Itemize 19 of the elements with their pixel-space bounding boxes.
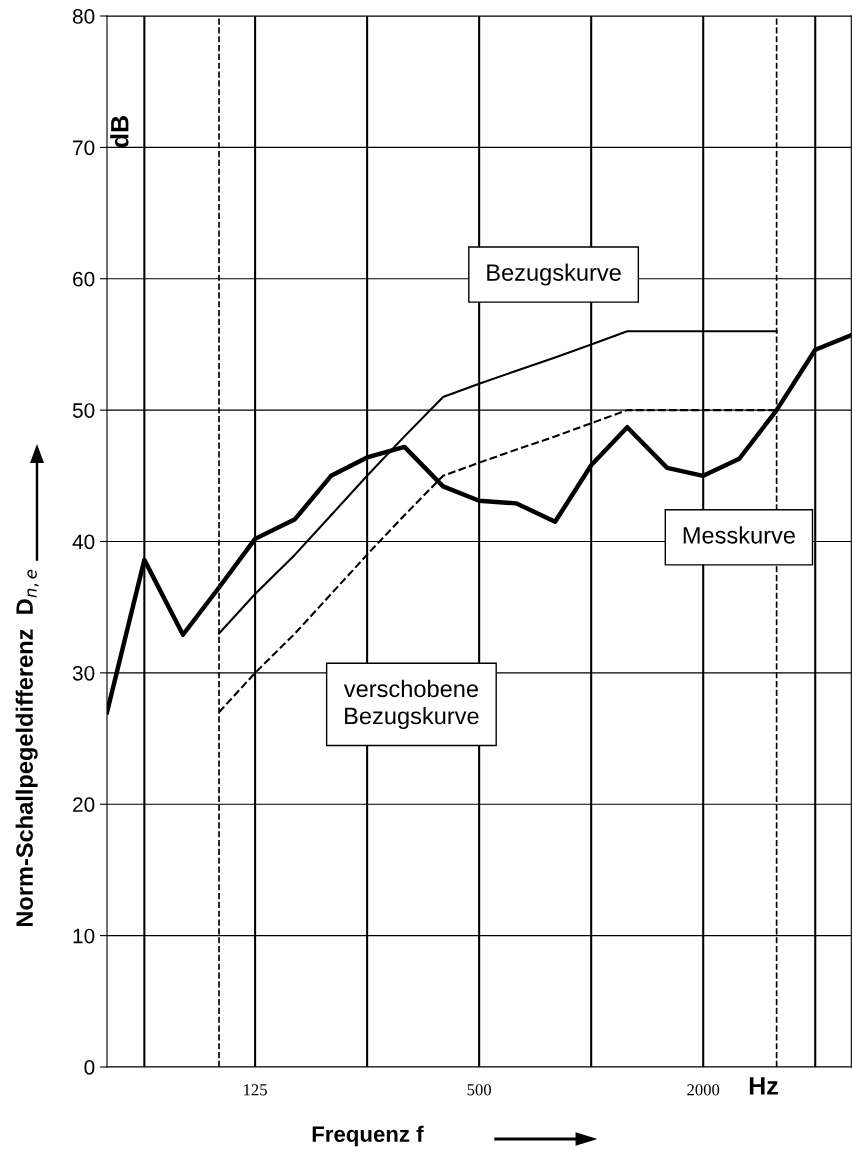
y-tick-label: 0: [84, 1060, 95, 1075]
x-tick-label: 500: [467, 1084, 492, 1096]
text: Messkurve: [683, 526, 795, 544]
y-tick-label: 30: [72, 665, 95, 681]
annotation: dB: [110, 116, 129, 148]
y-tick-label: 50: [72, 403, 95, 418]
series-label: Bezugskurve: [487, 263, 621, 286]
text: Hz: [749, 1077, 778, 1095]
y-tick-label: 80: [72, 9, 95, 24]
x-tick-label: 125: [244, 1084, 267, 1096]
x-axis-title: Frequenz f: [312, 1125, 424, 1147]
y-axis-title: Norm-Schallpegeldifferenz D$_{n,e}$: [15, 569, 39, 927]
y-tick-label: 40: [72, 534, 95, 550]
x-tick-label: 2000: [687, 1084, 720, 1096]
text: verschobene Bezugskurve: [343, 679, 479, 729]
y-tick-label: 70: [73, 140, 95, 156]
y-tick-label: 60: [73, 271, 95, 287]
y-tick-label: 10: [73, 928, 95, 944]
y-tick-label: 20: [73, 797, 95, 812]
